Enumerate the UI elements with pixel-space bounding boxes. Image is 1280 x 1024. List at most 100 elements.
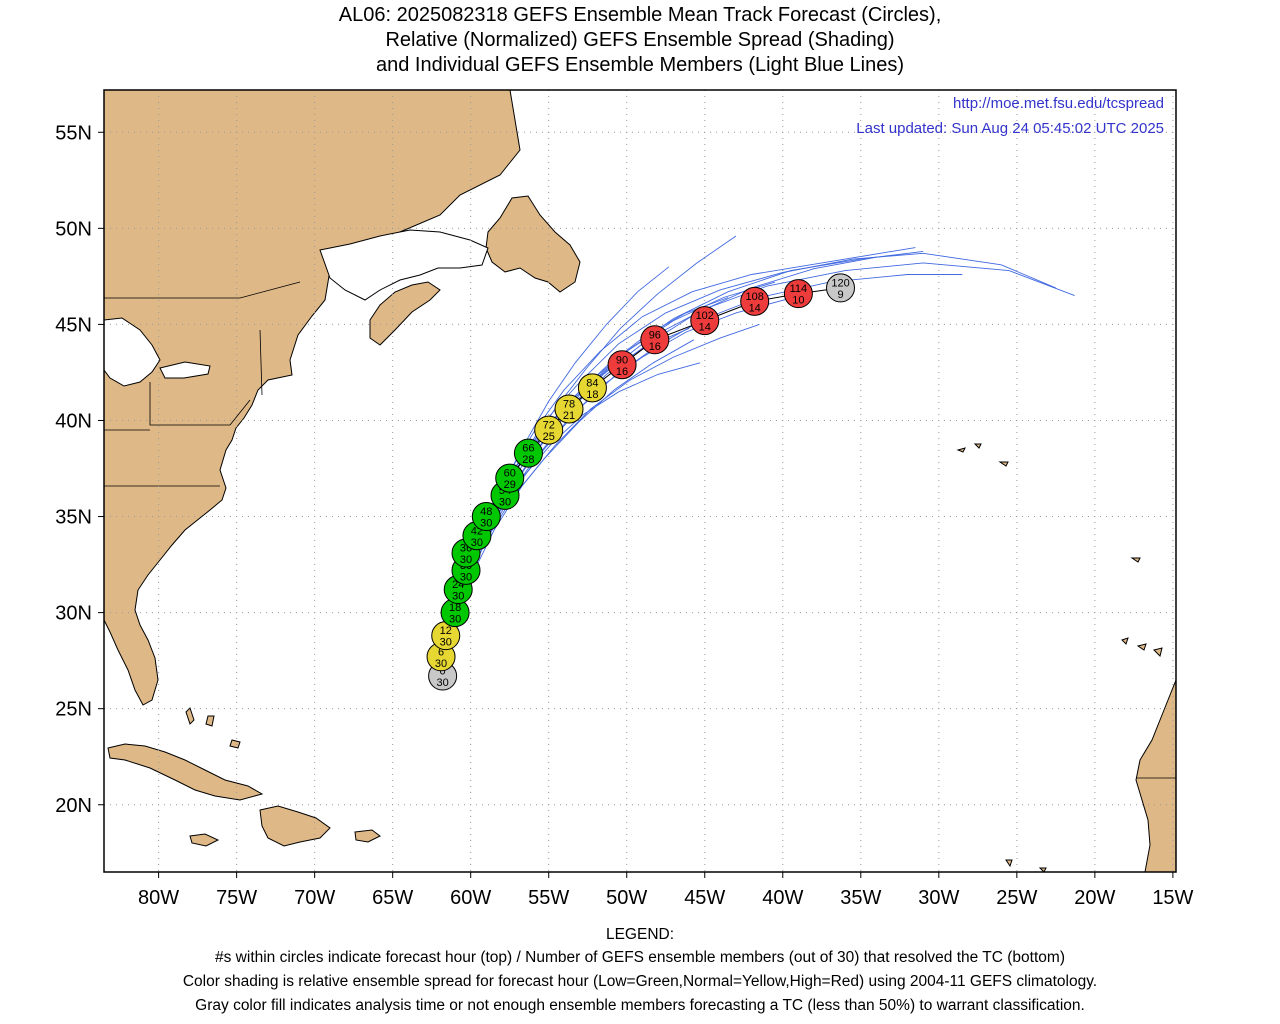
- member-count-label: 28: [522, 454, 534, 466]
- member-count-label: 30: [452, 591, 464, 603]
- forecast-hour-label: 66: [522, 443, 534, 455]
- lat-tick-label: 35N: [55, 507, 92, 529]
- member-count-label: 30: [449, 614, 461, 626]
- lake-ontario: [159, 361, 211, 379]
- member-count-label: 25: [543, 431, 555, 443]
- great-lakes: [104, 317, 161, 387]
- track-point-circle: [554, 394, 584, 424]
- member-count-label: 10: [792, 295, 804, 307]
- title-line-2: Relative (Normalized) GEFS Ensemble Spre…: [385, 29, 895, 51]
- legend-line-3: Gray color fill indicates analysis time …: [195, 997, 1085, 1014]
- lon-tick-label: 55W: [528, 887, 569, 909]
- forecast-hour-label: 96: [649, 329, 661, 341]
- member-count-label: 18: [586, 389, 598, 401]
- lon-tick-label: 40W: [762, 887, 803, 909]
- forecast-hour-label: 78: [563, 398, 575, 410]
- forecast-hour-label: 114: [790, 283, 808, 295]
- jamaica: [189, 833, 220, 847]
- lon-tick-label: 45W: [684, 887, 725, 909]
- forecast-hour-label: 102: [696, 310, 714, 322]
- africa-land: [1135, 679, 1176, 872]
- member-count-label: 30: [460, 554, 472, 566]
- lon-tick-label: 25W: [996, 887, 1037, 909]
- forecast-hour-label: 60: [504, 468, 516, 480]
- legend-line-1: #s within circles indicate forecast hour…: [215, 949, 1065, 966]
- cape-verde: [1005, 859, 1047, 872]
- lat-tick-label: 25N: [55, 699, 92, 721]
- member-count-label: 14: [749, 302, 761, 314]
- track-point-circle: [826, 273, 856, 303]
- forecast-hour-label: 18: [449, 602, 461, 614]
- member-count-label: 14: [699, 322, 711, 334]
- forecast-hour-label: 12: [440, 625, 452, 637]
- madeira: [1130, 557, 1141, 563]
- latitude-labels: 55N 50N 45N 40N 35N 30N 25N 20N: [55, 122, 92, 816]
- hispaniola: [259, 805, 331, 847]
- forecast-hour-label: 72: [543, 420, 555, 432]
- lon-tick-label: 20W: [1074, 887, 1115, 909]
- track-point-circle: [534, 415, 564, 445]
- forecast-hour-label: 84: [586, 377, 598, 389]
- member-count-label: 30: [460, 571, 472, 583]
- canary-islands: [1121, 637, 1163, 657]
- lon-tick-label: 60W: [450, 887, 491, 909]
- lon-tick-label: 35W: [840, 887, 881, 909]
- credit-updated: Last updated: Sun Aug 24 05:45:02 UTC 20…: [856, 120, 1164, 137]
- track-point-circle: [783, 279, 813, 309]
- member-count-label: 9: [837, 289, 843, 301]
- bahamas: [185, 707, 241, 749]
- lon-tick-label: 30W: [918, 887, 959, 909]
- forecast-hour-label: 90: [616, 354, 628, 366]
- lat-tick-label: 40N: [55, 410, 92, 432]
- title-line-1: AL06: 2025082318 GEFS Ensemble Mean Trac…: [338, 4, 942, 26]
- azores: [956, 443, 1009, 467]
- lat-tick-label: 30N: [55, 603, 92, 625]
- land-masses: [104, 90, 1176, 872]
- lon-tick-label: 70W: [294, 887, 335, 909]
- member-count-label: 16: [649, 341, 661, 353]
- forecast-hour-label: 108: [746, 291, 764, 303]
- lon-tick-label: 75W: [216, 887, 257, 909]
- grid-lines: [98, 90, 1176, 878]
- mean-track-circles: 0306301230183024303030363042304830543060…: [426, 273, 856, 691]
- title-line-3: and Individual GEFS Ensemble Members (Li…: [375, 54, 905, 76]
- track-point-circle: [513, 438, 543, 468]
- member-count-label: 16: [616, 366, 628, 378]
- map-frame: [103, 89, 1177, 873]
- track-point-circle: [740, 286, 770, 316]
- forecast-hour-label: 0: [440, 666, 446, 678]
- lat-tick-label: 50N: [55, 218, 92, 240]
- member-count-label: 30: [480, 518, 492, 530]
- lon-tick-label: 50W: [606, 887, 647, 909]
- forecast-hour-label: 6: [438, 646, 444, 658]
- track-point-circle: [607, 350, 637, 380]
- longitude-labels: 80W 75W 70W 65W 60W 55W 50W 45W 40W 35W 30W 25W 20W 1…: [138, 887, 1194, 909]
- newfoundland: [485, 195, 581, 293]
- gulf-st-lawrence: [319, 229, 489, 301]
- member-count-label: 30: [436, 677, 448, 689]
- member-count-label: 30: [499, 496, 511, 508]
- legend-line-2: Color shading is relative ensemble sprea…: [182, 973, 1098, 990]
- lon-tick-label: 15W: [1152, 887, 1193, 909]
- lat-tick-label: 55N: [55, 122, 92, 144]
- lat-tick-label: 20N: [55, 795, 92, 817]
- member-count-label: 21: [563, 410, 575, 422]
- political-boundaries: [104, 281, 1176, 779]
- member-count-label: 30: [435, 658, 447, 670]
- lat-tick-label: 45N: [55, 314, 92, 336]
- puerto-rico: [354, 829, 381, 843]
- inland-water: [104, 229, 489, 387]
- member-count-label: 30: [440, 637, 452, 649]
- credit-url[interactable]: http://moe.met.fsu.edu/tcspread: [953, 95, 1164, 112]
- track-point-circle: [640, 325, 670, 355]
- member-count-label: 29: [504, 479, 516, 491]
- lon-tick-label: 80W: [138, 887, 179, 909]
- lon-tick-label: 65W: [372, 887, 413, 909]
- track-point-circle: [495, 463, 525, 493]
- legend-heading: LEGEND:: [605, 926, 675, 943]
- forecast-hour-label: 120: [831, 277, 849, 289]
- member-count-label: 30: [471, 537, 483, 549]
- track-point-circle: [690, 306, 720, 336]
- forecast-hour-label: 48: [480, 506, 492, 518]
